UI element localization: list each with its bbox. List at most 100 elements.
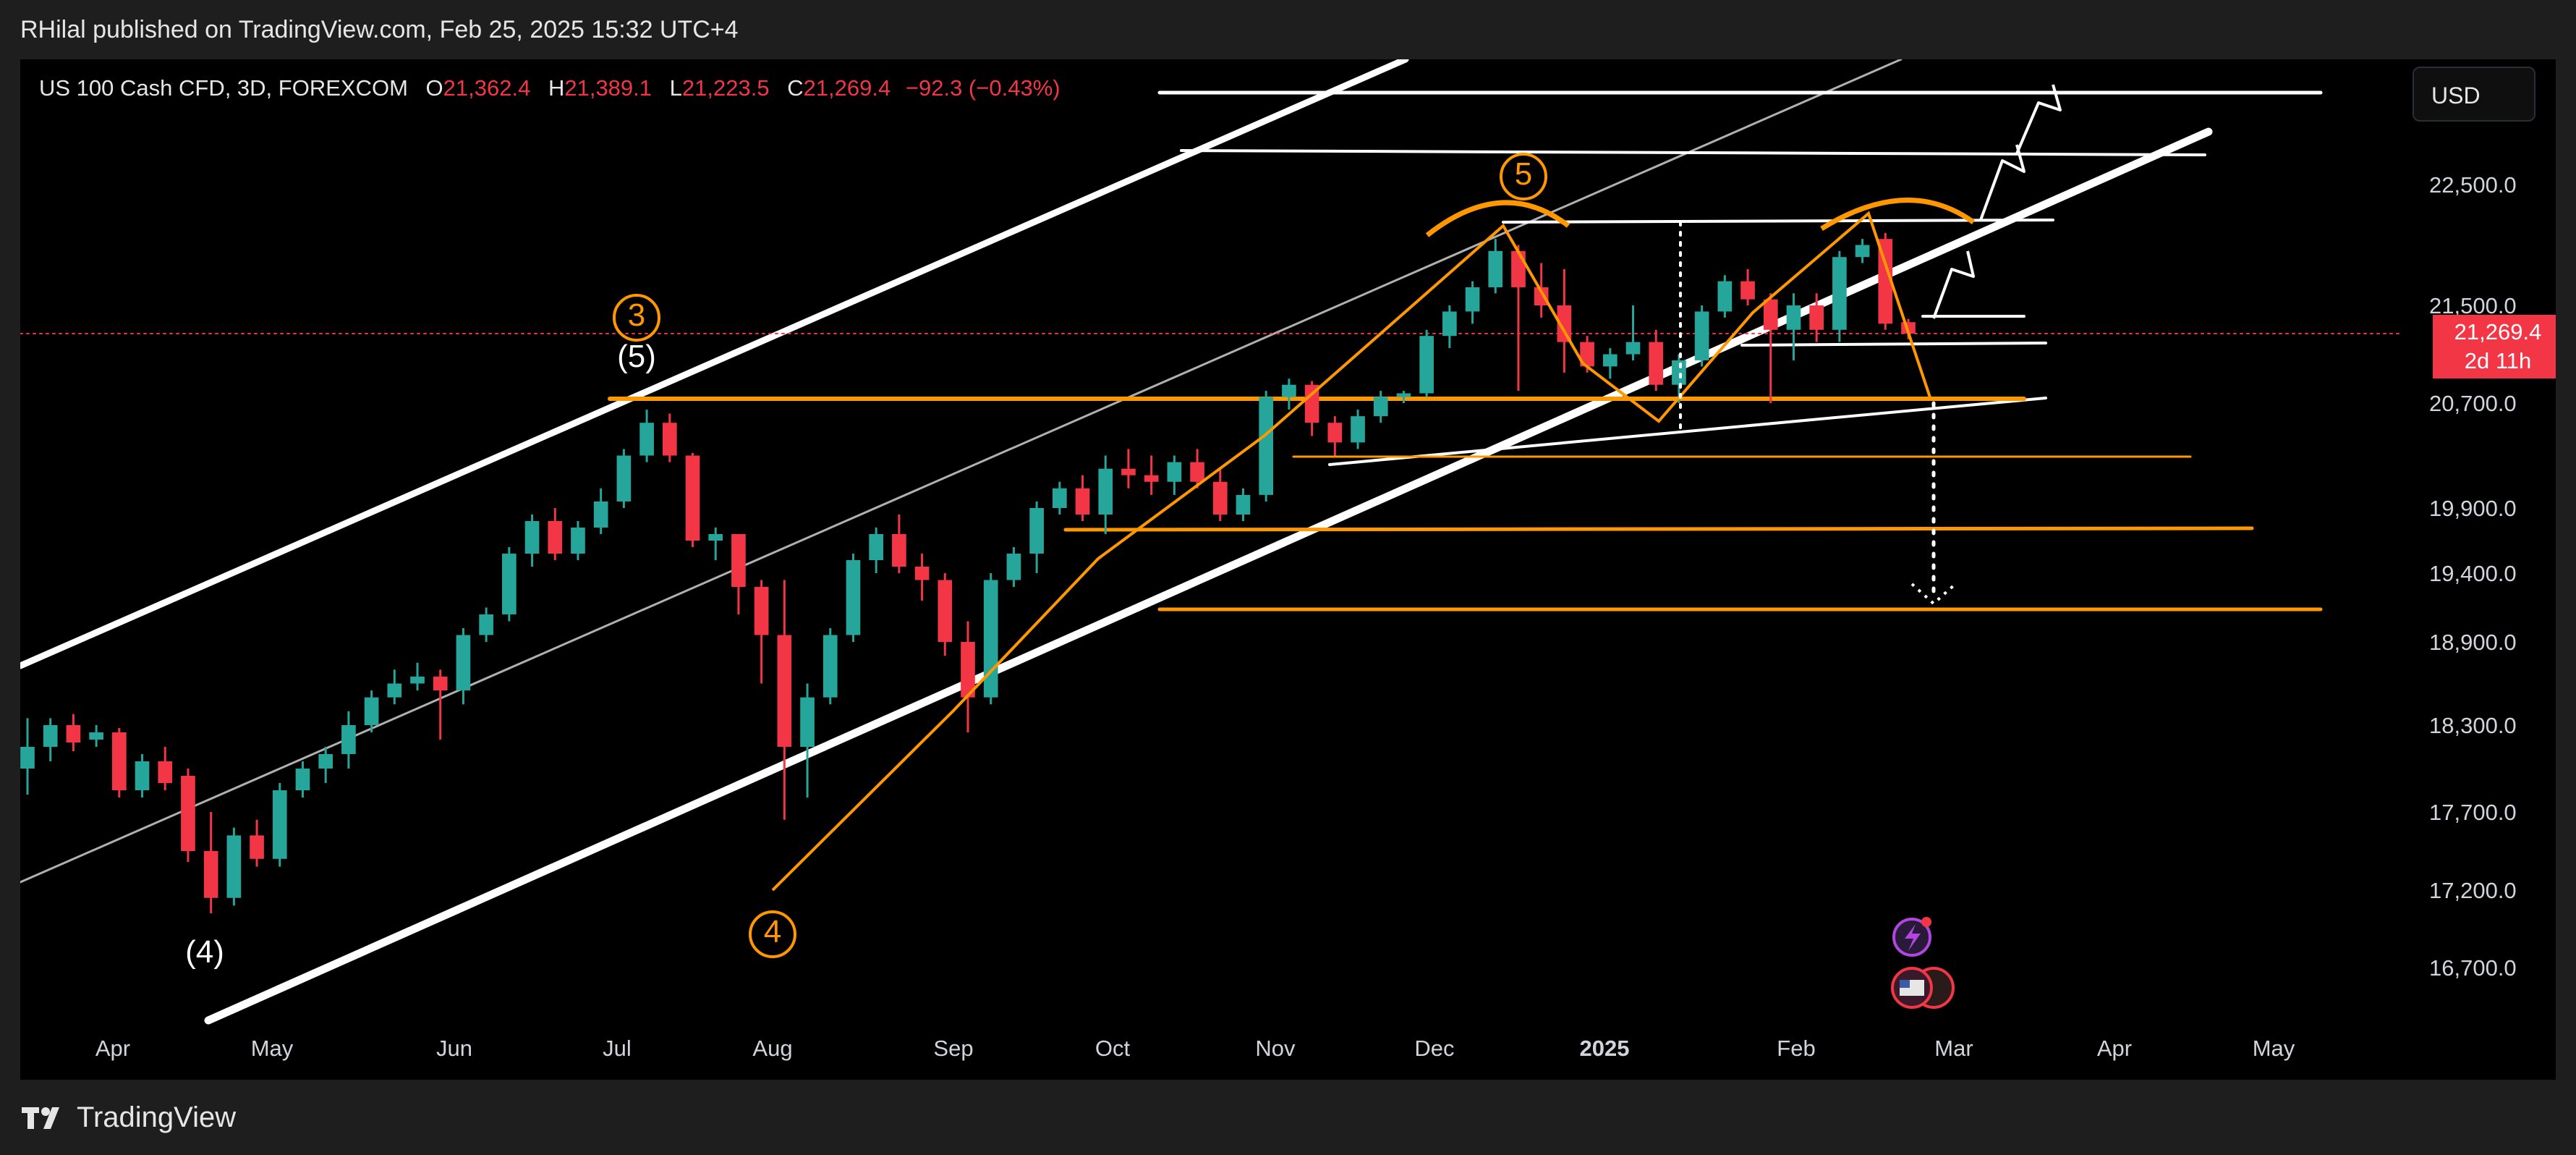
candle-body xyxy=(1190,462,1204,482)
wave-label-5-circle xyxy=(1500,153,1547,200)
y-tick-label: 17,700.0 xyxy=(2429,800,2517,825)
tradingview-logo-icon xyxy=(22,1107,59,1129)
candle-body xyxy=(662,423,677,456)
candle-body xyxy=(433,676,448,691)
wave-label-4-circle xyxy=(749,910,796,958)
candle-body xyxy=(892,534,906,567)
high-value: 21,389.1 xyxy=(564,75,652,101)
candle-body xyxy=(410,676,425,684)
y-tick-label: 19,400.0 xyxy=(2429,561,2517,586)
wave-pattern-path xyxy=(771,211,1931,892)
candle-body xyxy=(158,761,173,783)
rising-support-line xyxy=(1328,397,2047,466)
candle-body xyxy=(1625,342,1641,355)
candle-body xyxy=(272,790,287,859)
candle-body xyxy=(685,455,700,541)
candle-body xyxy=(869,534,883,560)
candle-body xyxy=(1419,336,1434,394)
open-label: O xyxy=(425,75,443,101)
bar-countdown: 2d 11h xyxy=(2464,348,2532,373)
candle-body xyxy=(731,534,746,587)
candle-body xyxy=(961,642,975,698)
candle-body xyxy=(1694,311,1709,360)
candle-body xyxy=(1465,287,1480,312)
candle-body xyxy=(1098,468,1113,515)
head-arc xyxy=(1425,200,1570,237)
candle-body xyxy=(502,554,517,614)
candle-body xyxy=(112,732,127,790)
candle-body xyxy=(1282,384,1296,397)
breakout-arrow-2 xyxy=(1979,144,2025,221)
candle-body xyxy=(364,697,379,725)
candle-body xyxy=(639,423,654,456)
candle-body xyxy=(1717,281,1733,312)
candle-body xyxy=(1006,554,1021,580)
candle-body xyxy=(983,580,998,698)
candle-body xyxy=(1373,397,1388,417)
candle-body xyxy=(387,683,402,698)
channel-lower-line xyxy=(204,127,2213,1025)
candle-body xyxy=(1602,354,1618,367)
candle-body xyxy=(1029,508,1044,554)
candle-body xyxy=(1259,397,1274,495)
symbol-label: US 100 Cash CFD, 3D, FOREXCOM xyxy=(39,75,408,101)
last-price-value: 21,269.4 xyxy=(2454,319,2542,344)
tradingview-logo[interactable]: TradingView xyxy=(22,1101,236,1134)
candle-body xyxy=(1580,342,1594,367)
candle-body xyxy=(1144,475,1159,482)
chart-area[interactable]: 22,500.0 21,500.0 20,700.0 19,900.0 19,400.0… xyxy=(20,59,2556,1080)
lightning-icon xyxy=(1905,924,1921,951)
candle-body xyxy=(1236,494,1251,515)
candle-body xyxy=(1212,481,1228,515)
candle-body xyxy=(1327,423,1343,443)
candle-body xyxy=(1649,342,1664,385)
candle-body xyxy=(548,521,563,554)
candle-body xyxy=(846,560,861,635)
high-label: H xyxy=(548,75,565,101)
candle-body xyxy=(777,635,792,747)
candle-body xyxy=(1053,488,1067,508)
brand-name: TradingView xyxy=(77,1101,237,1133)
candle-body xyxy=(181,776,195,851)
shoulder-arc xyxy=(1820,198,1976,231)
candle-body xyxy=(1809,305,1824,330)
close-label: C xyxy=(787,75,804,101)
candle-body xyxy=(1075,488,1090,515)
x-tick-label: Jul xyxy=(603,1036,632,1061)
y-tick-label: 16,700.0 xyxy=(2429,955,2517,981)
close-value: 21,269.4 xyxy=(803,75,891,101)
wave-label-3: 3 xyxy=(628,297,645,333)
candle-body xyxy=(914,567,930,580)
y-tick-label: 21,500.0 xyxy=(2429,293,2517,318)
candle-body xyxy=(616,455,632,502)
candle-body xyxy=(1121,468,1136,475)
x-tick-label: 2025 xyxy=(1580,1036,1630,1061)
candle-body xyxy=(1442,311,1457,337)
y-tick-label: 20,700.0 xyxy=(2429,391,2517,416)
candle-body xyxy=(1740,281,1755,300)
candle-body xyxy=(456,635,471,691)
candle-body xyxy=(524,521,540,554)
ohlc-legend: US 100 Cash CFD, 3D, FOREXCOM O21,362.4 … xyxy=(39,75,1060,101)
x-tick-label: Nov xyxy=(1255,1036,1296,1061)
candle-body xyxy=(341,725,356,754)
candle-body xyxy=(1534,287,1549,305)
price-chart[interactable]: 22,500.0 21,500.0 20,700.0 19,900.0 19,400.0… xyxy=(20,59,2556,1080)
open-value: 21,362.4 xyxy=(443,75,531,101)
notification-dot-icon xyxy=(1921,917,1931,927)
y-tick-label: 17,200.0 xyxy=(2429,878,2517,903)
wave-label-4: 4 xyxy=(764,914,781,949)
x-tick-label: May xyxy=(2253,1036,2295,1061)
candle-body xyxy=(1786,305,1801,330)
candle-body xyxy=(89,732,103,740)
price-axis-background xyxy=(2402,59,2556,1007)
candle-body xyxy=(479,614,493,635)
candle-body xyxy=(226,835,242,898)
currency-button[interactable]: USD xyxy=(2413,67,2535,122)
y-tick-label: 18,300.0 xyxy=(2429,713,2517,738)
x-tick-label: Apr xyxy=(2097,1036,2132,1061)
candle-body xyxy=(1167,462,1182,482)
support-level-2 xyxy=(1063,526,2254,532)
measured-move-arrowhead xyxy=(1910,583,1957,606)
candle-body xyxy=(203,851,218,898)
